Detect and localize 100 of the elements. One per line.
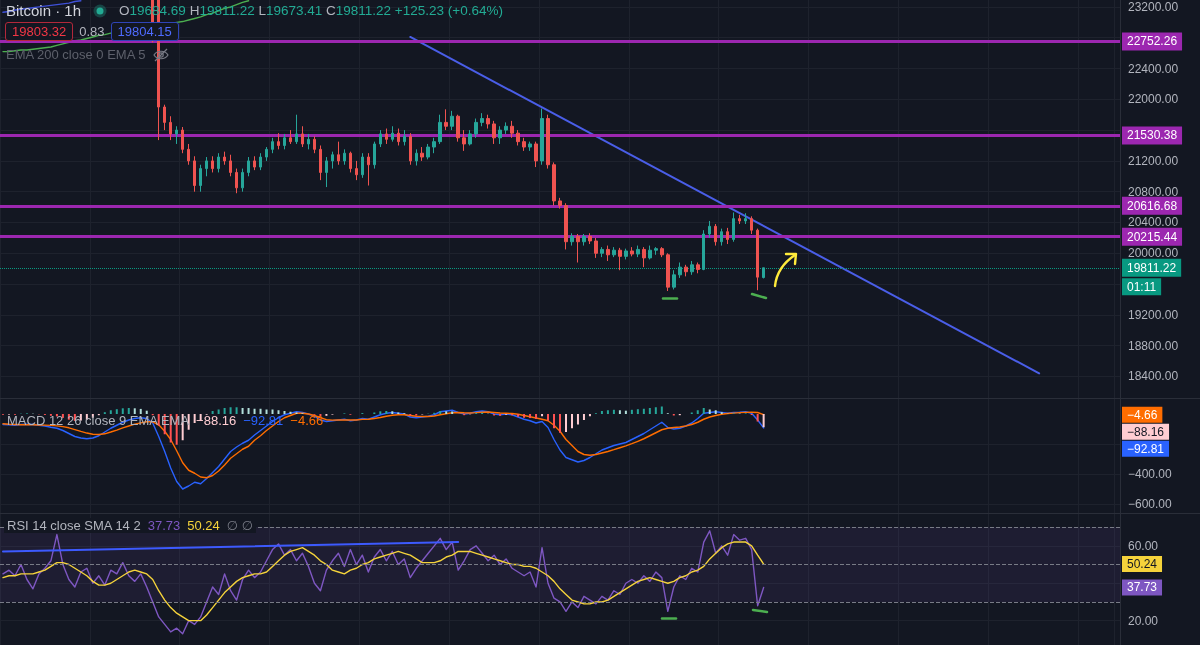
annotation: EMA 200 close 0 EMA 5 [6, 47, 146, 62]
candlestick [630, 246, 634, 257]
candlestick [660, 246, 664, 258]
bar [247, 408, 250, 414]
candlestick [510, 120, 514, 139]
bar [648, 408, 651, 414]
y-tick-label: 60.00 [1128, 538, 1159, 553]
candlestick [528, 141, 532, 152]
bar [121, 408, 124, 414]
bar [379, 411, 382, 414]
candlestick [732, 211, 735, 243]
candlestick [403, 129, 406, 146]
candlestick [504, 121, 508, 135]
candlestick [522, 137, 526, 152]
candlestick [420, 146, 424, 162]
y-tick-label: 20800.00 [1128, 184, 1179, 199]
candlestick [271, 137, 274, 154]
bar [606, 410, 609, 414]
bar [559, 414, 561, 433]
candlestick [612, 246, 616, 258]
y-tick-label: 20.00 [1128, 613, 1159, 628]
y-tick-label: 18400.00 [1128, 369, 1179, 384]
candlestick [211, 155, 214, 173]
candlestick [474, 118, 478, 139]
candlestick [301, 125, 304, 148]
candlestick [253, 155, 256, 171]
candlestick [642, 246, 646, 268]
candlestick [672, 269, 676, 290]
candlestick [648, 245, 652, 260]
bar [451, 411, 454, 414]
candlestick [516, 129, 520, 146]
bar [391, 411, 394, 414]
candlestick [385, 128, 388, 145]
bar [654, 407, 657, 414]
candlestick [618, 247, 622, 271]
candlestick [432, 137, 436, 154]
candlestick [259, 152, 262, 171]
candlestick [456, 114, 460, 143]
candlestick [462, 129, 466, 152]
bar [229, 407, 232, 414]
candlestick [283, 133, 286, 150]
candlestick [409, 132, 412, 166]
candlestick [594, 237, 598, 259]
candlestick [337, 141, 340, 166]
candlestick [235, 168, 238, 194]
candlestick [708, 220, 711, 239]
text: 50.24 [1127, 557, 1158, 572]
text: −88.16 [1127, 424, 1165, 439]
chart-title: RSI 14 close SMA 14 2 [7, 518, 141, 533]
bar [241, 408, 244, 414]
y-tick-label: 22400.00 [1128, 61, 1179, 76]
bar [253, 408, 256, 414]
bar [576, 414, 579, 425]
candlestick [438, 114, 442, 145]
candlestick [564, 202, 568, 250]
candlestick [397, 128, 400, 146]
sell-button[interactable]: 19803.32 [5, 22, 74, 41]
candlestick [415, 148, 418, 167]
candlestick [181, 126, 184, 154]
candlestick [726, 227, 729, 245]
bar [223, 408, 226, 414]
annotation: 50.24 [187, 518, 220, 533]
candlestick [361, 152, 364, 179]
candlestick [163, 104, 166, 131]
candlestick [486, 114, 490, 130]
candlestick [624, 248, 628, 260]
candlestick [534, 141, 538, 168]
bar [283, 411, 286, 414]
candlestick [169, 115, 172, 141]
candlestick [558, 197, 562, 210]
candlestick [654, 246, 658, 256]
candlestick [289, 129, 292, 145]
bar [535, 414, 538, 419]
bar [600, 411, 603, 414]
candlestick [205, 156, 208, 177]
candlestick [666, 252, 670, 292]
candlestick [714, 223, 717, 247]
bar [439, 411, 442, 414]
candlestick [606, 245, 610, 262]
line-series [2, 409, 765, 490]
candlestick [750, 215, 753, 235]
candlestick [349, 151, 352, 173]
candlestick [738, 214, 741, 225]
line-series [2, 541, 765, 622]
candlestick [756, 228, 759, 291]
candlestick [480, 112, 484, 127]
candlestick [229, 154, 232, 177]
buy-button[interactable]: 19804.15 [110, 22, 179, 41]
y-tick-label: 20400.00 [1128, 215, 1179, 230]
candlestick [690, 260, 694, 276]
bar [636, 409, 639, 414]
candlestick [379, 129, 382, 148]
bar [696, 410, 699, 414]
candlestick [391, 125, 394, 143]
candlestick [217, 152, 220, 173]
bar [630, 409, 633, 414]
y-tick-label: 21200.00 [1128, 153, 1179, 168]
y-tick-label: −400.00 [1128, 467, 1173, 481]
bar [564, 414, 567, 432]
bar [702, 408, 705, 414]
